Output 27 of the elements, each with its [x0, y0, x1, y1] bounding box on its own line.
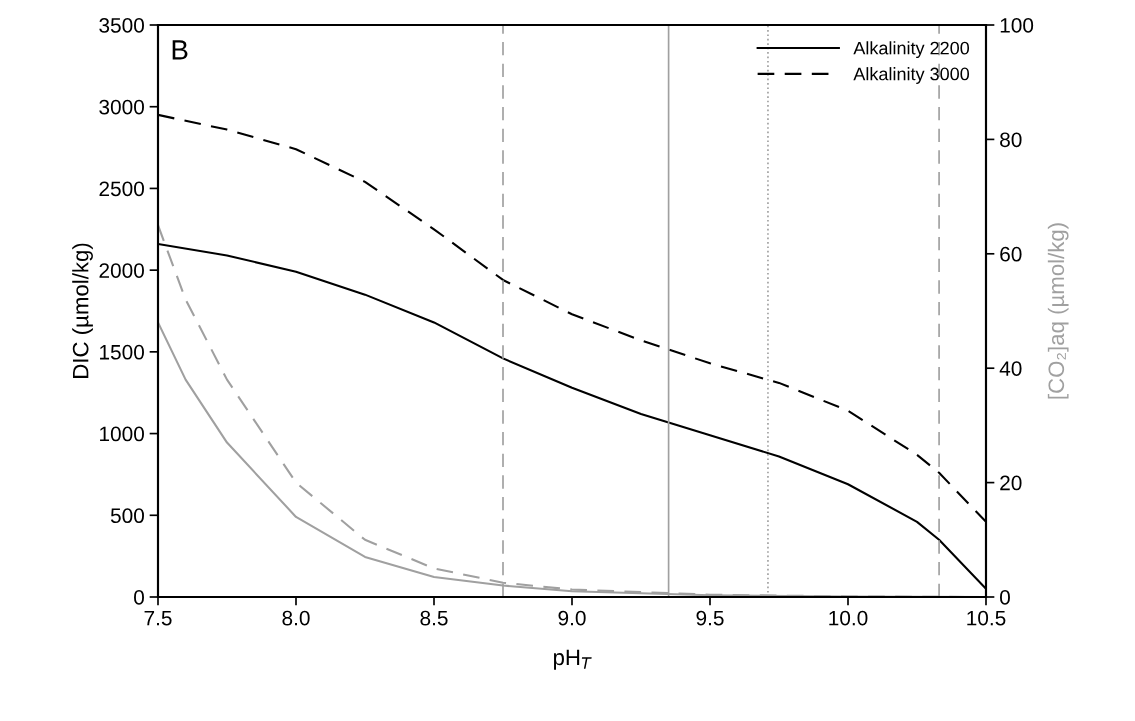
y2-axis-title: [CO₂]aq (µmol/kg) [1047, 223, 1069, 399]
y2-tick-label: 20 [1000, 475, 1022, 491]
y2-tick-label: 100 [1000, 18, 1034, 33]
y2-tick-label: 0 [1000, 590, 1010, 605]
y-tick-label: 0 [134, 590, 144, 605]
x-tick-label: 8.0 [282, 610, 310, 626]
y2-tick-label: 80 [1000, 132, 1022, 148]
x-tick-label: 10.5 [967, 610, 1006, 626]
y-tick-label: 3000 [99, 99, 144, 115]
x-tick-label: 7.5 [144, 610, 172, 626]
x-tick-label: 9.0 [558, 610, 586, 626]
legend-label: Alkalinity 2200 [853, 41, 970, 59]
y-tick-label: 1000 [100, 426, 144, 442]
y-tick-label: 2500 [99, 181, 144, 197]
y2-tick-label: 60 [1000, 246, 1022, 262]
y-axis-title: DIC (µmol/kg) [72, 243, 93, 378]
annotation: B [172, 40, 188, 60]
x-tick-label: 8.5 [420, 610, 448, 626]
x-axis-title: pH$_{T}$ [553, 649, 592, 670]
x-tick-label: 10.0 [829, 610, 868, 626]
y-tick-label: 1500 [100, 344, 144, 360]
y-tick-label: 2000 [99, 263, 144, 278]
y-tick-label: 3500 [99, 18, 144, 33]
y-tick-label: 500 [110, 508, 144, 524]
y2-tick-label: 40 [999, 361, 1022, 376]
legend-label: Alkalinity 3000 [853, 67, 970, 84]
x-tick-label: 9.5 [696, 610, 724, 626]
